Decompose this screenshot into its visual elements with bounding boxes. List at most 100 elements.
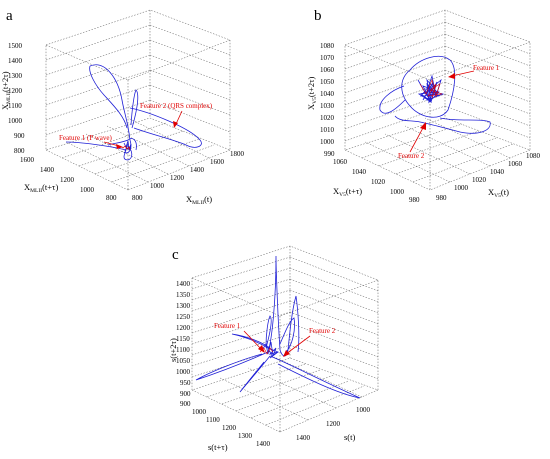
y-label-sub: MLII: [30, 188, 42, 194]
tick-label: 1020: [320, 114, 335, 122]
tick-label: 1800: [230, 150, 245, 158]
panel-a: a 1500 1400 1300 1200 11: [0, 8, 245, 206]
x-label-main: X: [186, 194, 192, 204]
panel-b-annotations: Feature 1 Feature 2: [398, 64, 500, 160]
panel-b-z-label: XV5(t+2τ): [306, 76, 318, 110]
series-line: [65, 64, 202, 161]
tick-label: 1040: [320, 90, 335, 98]
tick-label: 1300: [8, 72, 23, 80]
tick-label: 980: [436, 194, 447, 202]
tick-label: 1250: [176, 313, 191, 321]
tick-label: 1400: [176, 280, 191, 288]
panel-c-y-ticks: 900 1000 1100 1200 1300 1400: [180, 400, 271, 448]
tick-label: 1040: [352, 168, 367, 176]
tick-label: 1070: [320, 54, 335, 62]
tick-label: 800: [106, 194, 117, 202]
tick-label: 1200: [176, 324, 191, 332]
tick-label: 1050: [176, 357, 191, 365]
tick-label: 1200: [8, 87, 23, 95]
annotation-label: Feature 1 (P wave): [59, 134, 112, 142]
series-line-p-wave: [119, 145, 131, 151]
tick-label: 1400: [190, 166, 205, 174]
tick-label: 1600: [20, 156, 35, 164]
tick-label: 1400: [8, 57, 23, 65]
arrow-head-icon: [448, 73, 455, 79]
z-label-sub: MLII: [6, 92, 12, 104]
annotation-arrow: [175, 110, 183, 125]
tick-label: 900: [14, 132, 25, 140]
z-label-main: X: [0, 104, 10, 110]
tick-label: 1060: [320, 66, 335, 74]
tick-label: 1000: [150, 182, 165, 190]
panel-c-x-label: s(t): [344, 432, 356, 442]
tick-label: 1040: [490, 168, 505, 176]
series-line: [379, 56, 491, 134]
x-label-sub: V5: [494, 193, 501, 199]
tick-label: 1350: [176, 291, 191, 299]
panel-b-z-ticks: 1080 1070 1060 1050 1040 1030 1020 1010 …: [320, 42, 335, 158]
annotation-arrow: [243, 330, 263, 351]
panel-c-box: [191, 245, 379, 433]
panel-a-x-ticks: 800 1000 1200 1400 1600 1800: [132, 150, 245, 202]
tick-label: 1000: [320, 138, 335, 146]
x-label-suffix: (t): [204, 194, 212, 204]
tick-label: 1000: [8, 117, 23, 125]
series-line-highlight: [419, 79, 443, 99]
panel-c-trajectory: [195, 255, 361, 399]
panel-a-annotations: Feature 2 (QRS complex) Feature 1 (P wav…: [59, 102, 213, 149]
annotation-label: Feature 2: [398, 152, 425, 160]
panel-b-x-label: XV5(t): [488, 187, 509, 199]
arrow-head-icon: [116, 144, 123, 149]
tick-label: 800: [132, 194, 143, 202]
tick-label: 800: [14, 147, 25, 155]
z-label-main: X: [306, 104, 316, 110]
tick-label: 1010: [320, 126, 335, 134]
tick-label: 1100: [206, 416, 220, 424]
tick-label: 1150: [176, 335, 190, 343]
y-label-suffix: (t+τ): [346, 186, 362, 196]
panel-a-y-ticks: 1600 1400 1200 1000 800: [20, 156, 117, 202]
tick-label: 1060: [508, 160, 523, 168]
panel-c-z-ticks: 1400 1350 1300 1250 1200 1150 1100 1050 …: [176, 280, 191, 398]
tick-label: 1400: [40, 166, 55, 174]
panel-c-label: c: [172, 247, 179, 263]
tick-label: 1000: [356, 406, 371, 414]
series-line: [417, 74, 445, 104]
tick-label: 1600: [210, 158, 225, 166]
tick-label: 1000: [80, 186, 95, 194]
y-label-main: X: [24, 182, 30, 192]
tick-label: 1000: [390, 188, 405, 196]
tick-label: 1400: [296, 434, 311, 442]
panel-a-y-label: XMLII(t+τ): [24, 182, 58, 194]
panel-b-y-label: XV5(t+τ): [333, 186, 362, 198]
tick-label: 990: [324, 150, 335, 158]
panel-a-z-label: XMLII(t+2τ): [0, 71, 12, 110]
panel-b-trajectory: [379, 56, 491, 134]
panel-a-box: [45, 9, 231, 191]
panel-c-z-label: s(t+2τ): [168, 338, 178, 362]
arrow-head-icon: [420, 122, 426, 130]
tick-label: 1100: [8, 102, 22, 110]
tick-label: 1000: [176, 368, 191, 376]
panel-a-label: a: [6, 8, 13, 24]
panel-c-y-label: s(t+τ): [208, 442, 228, 452]
z-label-sub: V5: [312, 97, 318, 104]
annotation-label: Feature 1: [473, 64, 500, 72]
tick-label: 1030: [320, 102, 335, 110]
tick-label: 1000: [454, 184, 469, 192]
panel-a-trajectory: [65, 64, 202, 161]
tick-label: 1300: [176, 302, 191, 310]
tick-label: 900: [180, 390, 191, 398]
tick-label: 1060: [333, 158, 348, 166]
tick-label: 1080: [320, 42, 335, 50]
tick-label: 1200: [326, 420, 341, 428]
y-label-sub: V5: [339, 192, 346, 198]
tick-label: 900: [180, 400, 191, 408]
panel-b-box: [344, 9, 531, 191]
tick-label: 1020: [371, 178, 386, 186]
y-label-suffix: (t+τ): [42, 182, 58, 192]
tick-label: 980: [409, 196, 420, 204]
annotation-label: Feature 2: [309, 327, 336, 335]
annotation-arrow: [409, 125, 425, 153]
